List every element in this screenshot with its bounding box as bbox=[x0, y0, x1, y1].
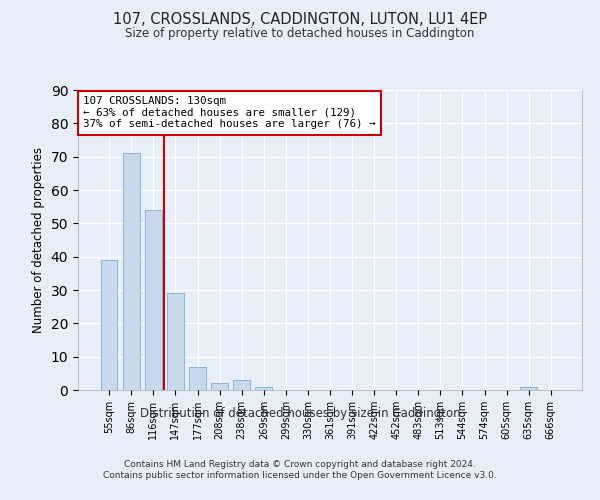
Text: Size of property relative to detached houses in Caddington: Size of property relative to detached ho… bbox=[125, 28, 475, 40]
Bar bbox=[101, 260, 118, 390]
Text: Contains public sector information licensed under the Open Government Licence v3: Contains public sector information licen… bbox=[103, 471, 497, 480]
Bar bbox=[145, 210, 161, 390]
Bar bbox=[211, 384, 228, 390]
Text: 107 CROSSLANDS: 130sqm
← 63% of detached houses are smaller (129)
37% of semi-de: 107 CROSSLANDS: 130sqm ← 63% of detached… bbox=[83, 96, 376, 129]
Y-axis label: Number of detached properties: Number of detached properties bbox=[32, 147, 45, 333]
Bar bbox=[520, 386, 537, 390]
Text: 107, CROSSLANDS, CADDINGTON, LUTON, LU1 4EP: 107, CROSSLANDS, CADDINGTON, LUTON, LU1 … bbox=[113, 12, 487, 28]
Text: Distribution of detached houses by size in Caddington: Distribution of detached houses by size … bbox=[140, 408, 460, 420]
Bar bbox=[189, 366, 206, 390]
Bar bbox=[167, 294, 184, 390]
Bar bbox=[123, 154, 140, 390]
Bar bbox=[233, 380, 250, 390]
Text: Contains HM Land Registry data © Crown copyright and database right 2024.: Contains HM Land Registry data © Crown c… bbox=[124, 460, 476, 469]
Bar bbox=[256, 386, 272, 390]
